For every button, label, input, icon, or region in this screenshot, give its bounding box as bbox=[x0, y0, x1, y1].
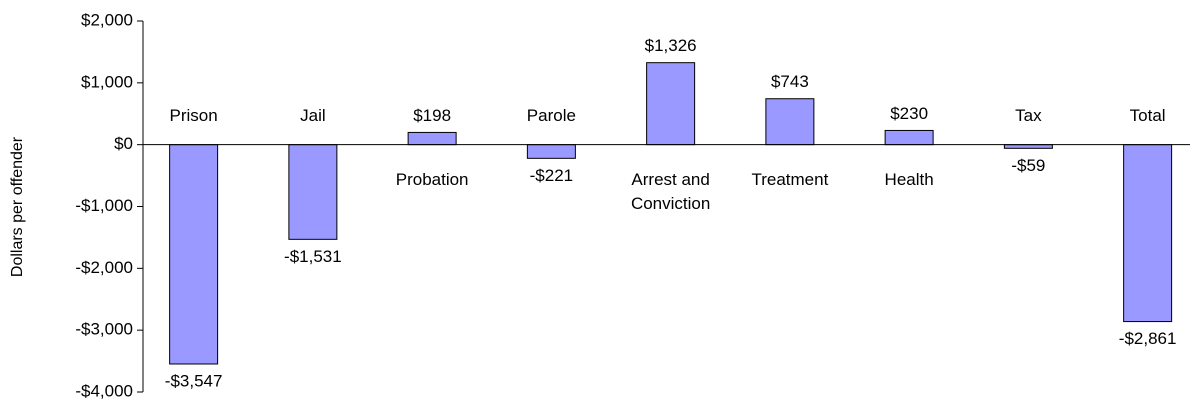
value-label: $743 bbox=[771, 72, 809, 91]
bar bbox=[646, 62, 696, 146]
bar bbox=[288, 144, 338, 240]
bar bbox=[407, 131, 457, 146]
bar bbox=[884, 129, 934, 146]
bar bbox=[526, 144, 576, 159]
y-tick-label: $1,000 bbox=[81, 72, 133, 91]
y-tick-label: -$4,000 bbox=[75, 381, 133, 400]
y-tick-label: -$3,000 bbox=[75, 320, 133, 339]
bar bbox=[169, 144, 219, 365]
y-tick-label: $0 bbox=[114, 134, 133, 153]
value-label: $198 bbox=[413, 106, 451, 125]
y-axis-title: Dollars per offender bbox=[9, 136, 26, 277]
value-label: -$1,531 bbox=[284, 247, 342, 266]
value-label: $1,326 bbox=[645, 36, 697, 55]
y-tick-label: -$1,000 bbox=[75, 196, 133, 215]
y-tick-label: $2,000 bbox=[81, 10, 133, 29]
category-label: Probation bbox=[395, 169, 469, 189]
value-label: -$221 bbox=[530, 166, 573, 185]
category-label: Parole bbox=[526, 105, 576, 125]
category-label: Arrest and Conviction bbox=[630, 169, 711, 213]
category-label: Total bbox=[1129, 105, 1166, 125]
value-label: -$3,547 bbox=[165, 371, 223, 390]
category-label: Treatment bbox=[751, 169, 829, 189]
value-label: $230 bbox=[890, 104, 928, 123]
category-label: Tax bbox=[1015, 105, 1042, 125]
value-label: -$2,861 bbox=[1119, 329, 1177, 348]
bar bbox=[765, 98, 815, 146]
bar bbox=[1003, 144, 1053, 149]
category-label: Health bbox=[884, 169, 934, 189]
category-label: Jail bbox=[300, 105, 326, 125]
category-label: Prison bbox=[169, 105, 218, 125]
value-label: -$59 bbox=[1011, 156, 1045, 175]
y-tick-label: -$2,000 bbox=[75, 258, 133, 277]
bar bbox=[1123, 144, 1173, 323]
